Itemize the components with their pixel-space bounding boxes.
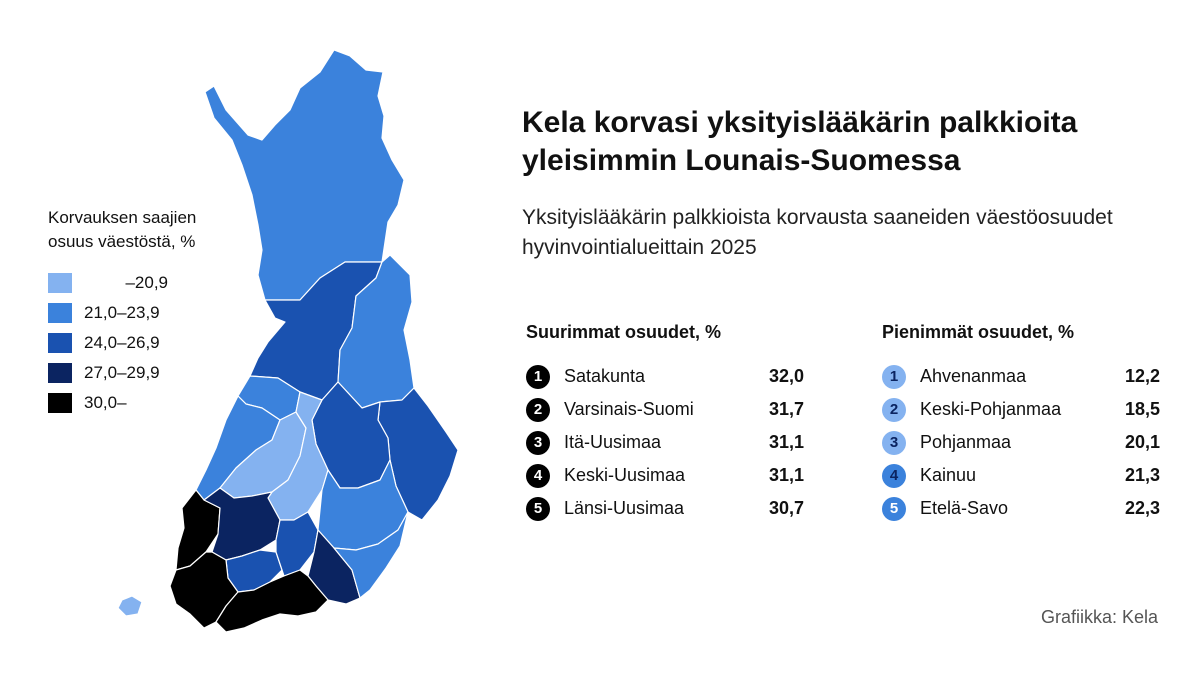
share-value: 31,1 xyxy=(768,465,804,485)
share-value: 22,3 xyxy=(1124,498,1160,518)
region-uusimaa xyxy=(215,569,329,633)
rank-badge: 1 xyxy=(882,364,906,389)
region-etela-karjala xyxy=(333,511,409,599)
region-kainuu xyxy=(337,254,415,409)
table-row: 3 Pohjanmaa 20,1 xyxy=(882,426,1160,459)
legend-item: 30,0– xyxy=(48,388,196,418)
legend-title-line1: Korvauksen saajien xyxy=(48,208,197,227)
legend-title: Korvauksen saajien osuus väestöstä, % xyxy=(48,206,196,254)
graphic-credit: Grafiikka: Kela xyxy=(1040,607,1158,627)
finland-map xyxy=(117,49,459,633)
top-table-title: Suurimmat osuudet, % xyxy=(526,322,722,342)
top-shares-table: Suurimmat osuudet, % 1 Satakunta 32,0 2 … xyxy=(526,320,804,525)
map-legend: Korvauksen saajien osuus väestöstä, % –2… xyxy=(48,206,196,418)
region-name: Etelä-Savo xyxy=(920,498,1009,518)
table-row: 3 Itä-Uusimaa 31,1 xyxy=(526,426,804,459)
region-name: Varsinais-Suomi xyxy=(564,399,694,419)
legend-label: 30,0– xyxy=(84,393,127,412)
page-title: Kela korvasi yksityislääkärin palkkioita… xyxy=(522,106,1078,177)
region-name: Pohjanmaa xyxy=(920,432,1012,452)
legend-item: 21,0–23,9 xyxy=(48,298,196,328)
share-value: 12,2 xyxy=(1124,366,1160,386)
table-row: 4 Kainuu 21,3 xyxy=(882,459,1160,492)
legend-swatch xyxy=(48,363,72,383)
share-value: 31,7 xyxy=(768,399,804,419)
legend-label: 24,0–26,9 xyxy=(84,333,160,352)
legend-label: 27,0–29,9 xyxy=(84,363,160,382)
table-row: 1 Satakunta 32,0 xyxy=(526,360,804,393)
share-value: 20,1 xyxy=(1124,432,1160,452)
table-row: 5 Etelä-Savo 22,3 xyxy=(882,492,1160,525)
legend-swatch xyxy=(48,333,72,353)
legend-label: –20,9 xyxy=(125,273,168,292)
table-row: 2 Keski-Pohjanmaa 18,5 xyxy=(882,393,1160,426)
region-name: Satakunta xyxy=(564,366,646,386)
rank-badge: 3 xyxy=(882,430,906,455)
legend-swatch xyxy=(48,273,72,293)
bottom-shares-table: Pienimmät osuudet, % 1 Ahvenanmaa 12,2 2… xyxy=(882,320,1160,525)
share-value: 31,1 xyxy=(768,432,804,452)
region-name: Kainuu xyxy=(920,465,977,485)
region-name: Keski-Uusimaa xyxy=(564,465,686,485)
legend-item: 27,0–29,9 xyxy=(48,358,196,388)
share-value: 18,5 xyxy=(1124,399,1160,419)
region-name: Keski-Pohjanmaa xyxy=(920,399,1062,419)
legend-title-line2: osuus väestöstä, % xyxy=(48,232,196,251)
legend-swatch xyxy=(48,303,72,323)
region-ahvenanmaa xyxy=(117,595,143,617)
region-lappi xyxy=(204,49,405,301)
rank-badge: 2 xyxy=(526,397,550,422)
rank-badge: 2 xyxy=(882,397,906,422)
rank-badge: 5 xyxy=(526,496,550,521)
legend-item: –20,9 xyxy=(48,268,196,298)
share-value: 30,7 xyxy=(768,498,804,518)
region-name: Ahvenanmaa xyxy=(920,366,1027,386)
legend-item: 24,0–26,9 xyxy=(48,328,196,358)
rank-badge: 3 xyxy=(526,430,550,455)
bottom-table-title: Pienimmät osuudet, % xyxy=(882,322,1075,342)
region-name: Itä-Uusimaa xyxy=(564,432,662,452)
table-row: 4 Keski-Uusimaa 31,1 xyxy=(526,459,804,492)
share-value: 32,0 xyxy=(768,366,804,386)
table-row: 1 Ahvenanmaa 12,2 xyxy=(882,360,1160,393)
rank-badge: 4 xyxy=(526,463,550,488)
page-subtitle: Yksityislääkärin palkkioista korvausta s… xyxy=(522,206,1113,259)
table-row: 5 Länsi-Uusimaa 30,7 xyxy=(526,492,804,525)
table-row: 2 Varsinais-Suomi 31,7 xyxy=(526,393,804,426)
region-name: Länsi-Uusimaa xyxy=(564,498,685,518)
share-value: 21,3 xyxy=(1124,465,1160,485)
legend-label: 21,0–23,9 xyxy=(84,303,160,322)
rank-badge: 1 xyxy=(526,364,550,389)
rank-badge: 5 xyxy=(882,496,906,521)
legend-swatch xyxy=(48,393,72,413)
rank-badge: 4 xyxy=(882,463,906,488)
